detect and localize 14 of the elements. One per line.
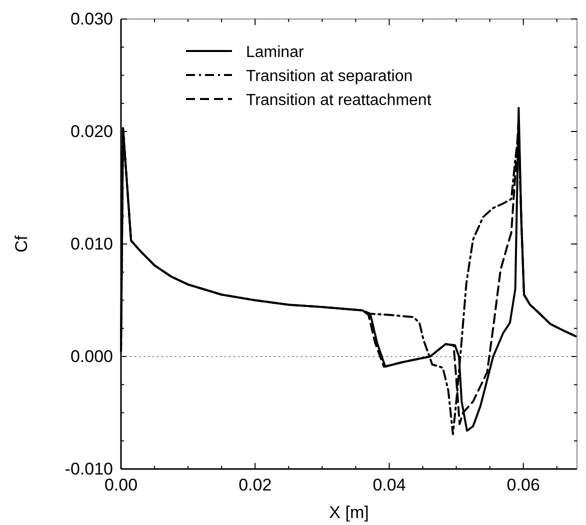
legend-label: Transition at reattachment	[246, 92, 432, 109]
y-tick-label: 0.010	[70, 234, 113, 254]
x-tick-label: 0.06	[506, 476, 540, 495]
x-tick-label: 0.04	[372, 476, 406, 495]
x-tick-label: 0.00	[104, 476, 138, 495]
x-tick-label: 0.02	[238, 476, 272, 495]
y-tick-label: 0.030	[70, 9, 113, 28]
y-tick-label: 0.020	[70, 122, 113, 141]
y-axis-title: Cf	[12, 235, 31, 252]
y-tick-label: -0.010	[64, 459, 113, 478]
legend-label: Transition at separation	[246, 68, 413, 85]
x-axis-title: X [m]	[329, 503, 369, 522]
legend-label: Laminar	[246, 44, 304, 61]
y-tick-label: 0.000	[70, 346, 113, 366]
